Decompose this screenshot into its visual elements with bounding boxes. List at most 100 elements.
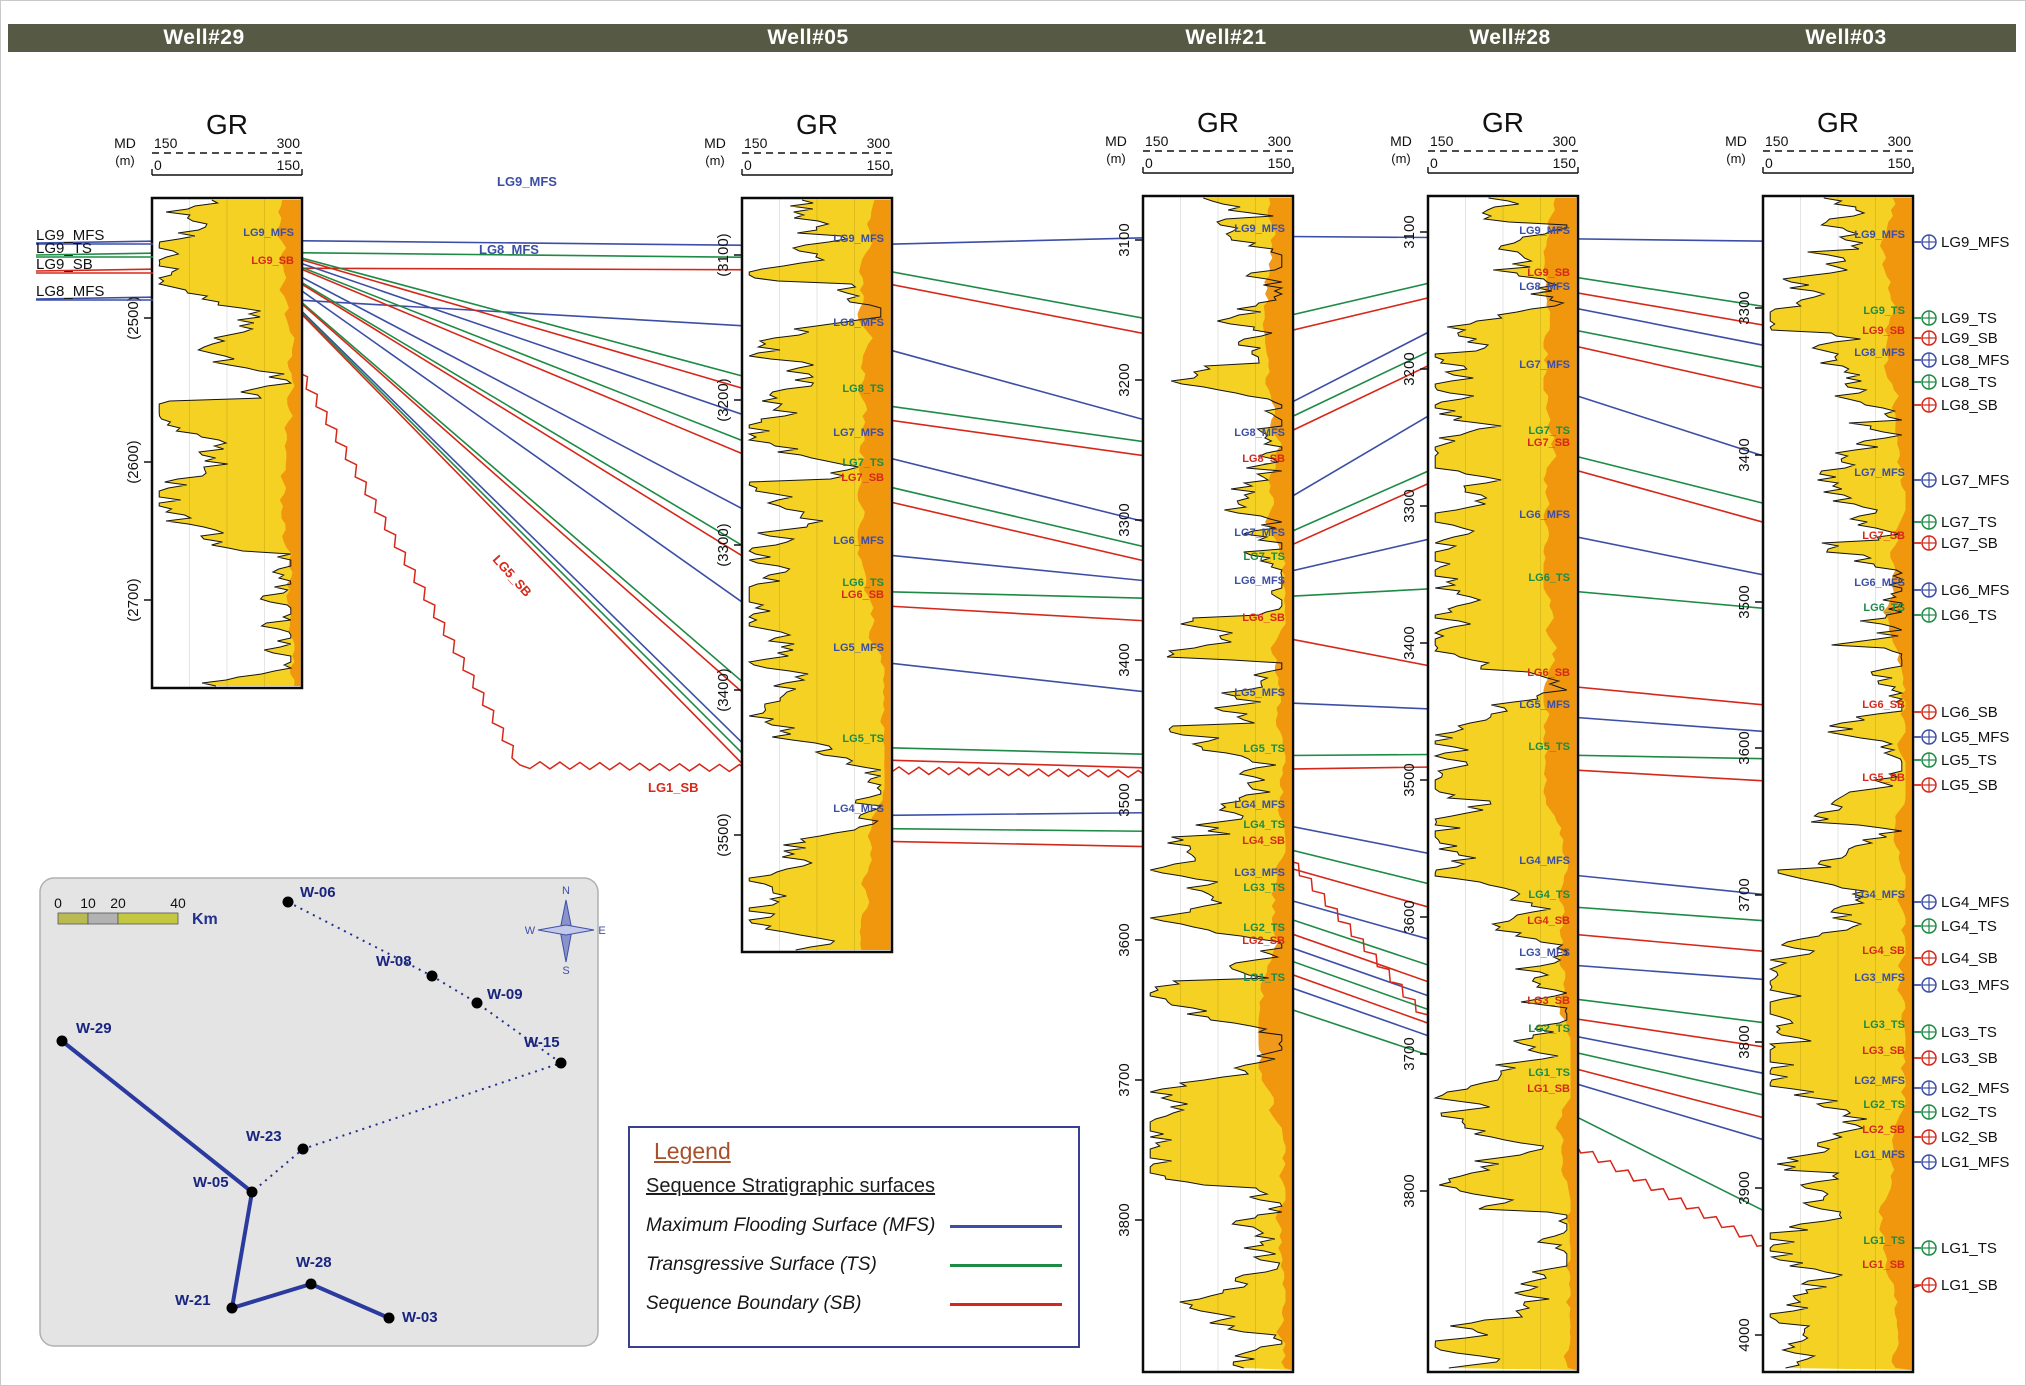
track-surface-label-lg4_sb: LG4_SB [1242,835,1285,847]
compass-letter-e: E [598,925,605,937]
track-surface-label-lg3_sb: LG3_SB [1862,1045,1905,1057]
depth-label: 3100 [1116,223,1133,256]
right-label-lg9_ts: LG9_TS [1941,310,1997,327]
right-label-lg8_sb: LG8_SB [1941,397,1998,414]
depth-label: 3400 [1116,643,1133,676]
track-surface-label-lg9_ts: LG9_TS [1863,305,1905,317]
map-well-dot-w-06 [282,896,294,908]
track-surface-label-lg7_mfs: LG7_MFS [1234,527,1285,539]
track-surface-label-lg7_ts: LG7_TS [1243,551,1285,563]
map-dotted-path [251,901,564,1193]
legend-item-label: Transgressive Surface (TS) [646,1254,877,1275]
map-scale-unit: Km [192,911,218,928]
left-label-lg8_mfs: LG8_MFS [36,283,104,300]
depth-label: 3500 [1736,585,1753,618]
md-unit: (m) [1726,151,1746,166]
depth-label: 3100 [1401,215,1418,248]
scale-bot-right: 150 [277,157,301,173]
track-surface-label-lg6_ts: LG6_TS [842,577,884,589]
depth-label: (3500) [715,813,732,856]
map-well-dot-w-23 [297,1143,309,1155]
track-surface-label-lg5_mfs: LG5_MFS [833,642,884,654]
scale-top-right: 300 [1888,133,1912,149]
right-label-lg8_ts: LG8_TS [1941,374,1997,391]
legend-line-swatch-mfs [950,1224,1062,1228]
map-well-label-w-28: W-28 [296,1254,332,1271]
depth-label: 3700 [1116,1063,1133,1096]
gr-fill [159,200,301,686]
scale-top-right: 300 [277,135,301,151]
track-surface-label-lg4_mfs: LG4_MFS [1234,799,1285,811]
surface-line-lg9_sb [35,267,1921,349]
depth-label: 3900 [1736,1171,1753,1204]
depth-label: 3600 [1401,900,1418,933]
depth-label: 3500 [1116,783,1133,816]
track-surface-label-lg5_ts: LG5_TS [1528,741,1570,753]
gr-title: GR [796,109,838,140]
track-surface-label-lg7_sb: LG7_SB [1527,437,1570,449]
track-surface-label-lg9_mfs: LG9_MFS [243,227,294,239]
map-well-label-w-23: W-23 [246,1128,282,1145]
depth-label: 3800 [1116,1203,1133,1236]
gr-fill [1150,198,1292,1370]
map-well-dot-w-21 [226,1302,238,1314]
map-well-dot-w-29 [56,1035,68,1047]
track-surface-label-lg1_sb: LG1_SB [1862,1259,1905,1271]
left-label-lg9_sb: LG9_SB [36,256,93,273]
track-surface-label-lg1_mfs: LG1_MFS [1854,1149,1905,1161]
track-surface-label-lg4_ts: LG4_TS [1243,819,1285,831]
well-title-29: Well#29 [163,26,245,49]
map-scale-segment [57,912,89,925]
map-well-dot-w-28 [305,1278,317,1290]
legend-box: Legend Sequence Stratigraphic surfaces M… [628,1126,1080,1348]
track-surface-label-lg6_ts: LG6_TS [1528,572,1570,584]
depth-label: (3400) [715,668,732,711]
track-surface-label-lg3_ts: LG3_TS [1243,882,1285,894]
depth-label: (3300) [715,523,732,566]
track-well28: 3100 3200 3300 3400 3500 3600 3700 3800 GR MD (m) 1… [1390,107,1580,1374]
track-surface-label-lg6_sb: LG6_SB [1527,667,1570,679]
track-surface-label-lg7_sb: LG7_SB [1862,530,1905,542]
right-label-lg7_sb: LG7_SB [1941,535,1998,552]
scale-bot-left: 0 [1430,155,1438,171]
track-surface-label-lg9_mfs: LG9_MFS [1234,223,1285,235]
md-label: MD [704,135,726,151]
right-label-lg3_sb: LG3_SB [1941,1050,1998,1067]
track-surface-label-lg3_sb: LG3_SB [1527,995,1570,1007]
track-surface-label-lg9_sb: LG9_SB [1862,325,1905,337]
right-label-lg9_sb: LG9_SB [1941,330,1998,347]
float-label-lg1_sb: LG1_SB [648,780,699,795]
track-surface-label-lg6_sb: LG6_SB [841,589,884,601]
track-surface-label-lg8_mfs: LG8_MFS [1234,427,1285,439]
depth-label: 3800 [1736,1025,1753,1058]
right-label-lg1_sb: LG1_SB [1941,1277,1998,1294]
md-unit: (m) [705,153,725,168]
gr-curve [1149,197,1284,1369]
right-label-lg6_sb: LG6_SB [1941,704,1998,721]
depth-label: 3700 [1401,1037,1418,1070]
left-label-lg9_mfs: LG9_MFS [36,227,104,244]
track-surface-label-lg3_mfs: LG3_MFS [1854,972,1905,984]
track-surface-label-lg5_mfs: LG5_MFS [1234,687,1285,699]
gr-fill-hot [857,200,891,950]
float-label-lg9_mfs: LG9_MFS [497,174,557,189]
float-label-lg5_sb: LG5_SB [490,552,535,600]
track-surface-label-lg2_sb: LG2_SB [1862,1124,1905,1136]
depth-label: (2600) [125,440,142,483]
track-surface-label-lg7_ts: LG7_TS [842,457,884,469]
md-unit: (m) [1106,151,1126,166]
track-surface-label-lg6_mfs: LG6_MFS [1519,509,1570,521]
legend-title: Legend [654,1138,731,1164]
map-scale-tick: 20 [110,895,126,911]
track-surface-label-lg8_mfs: LG8_MFS [1519,281,1570,293]
track-surface-label-lg6_ts: LG6_TS [1863,602,1905,614]
track-surface-label-lg5_mfs: LG5_MFS [1519,699,1570,711]
well-title-05: Well#05 [767,26,849,49]
legend-item-mfs: Maximum Flooding Surface (MFS) [646,1215,1062,1237]
depth-label: 3200 [1116,363,1133,396]
map-well-label-w-05: W-05 [193,1174,229,1191]
scale-bot-right: 150 [1268,155,1292,171]
legend-subtitle: Sequence Stratigraphic surfaces [646,1175,936,1197]
